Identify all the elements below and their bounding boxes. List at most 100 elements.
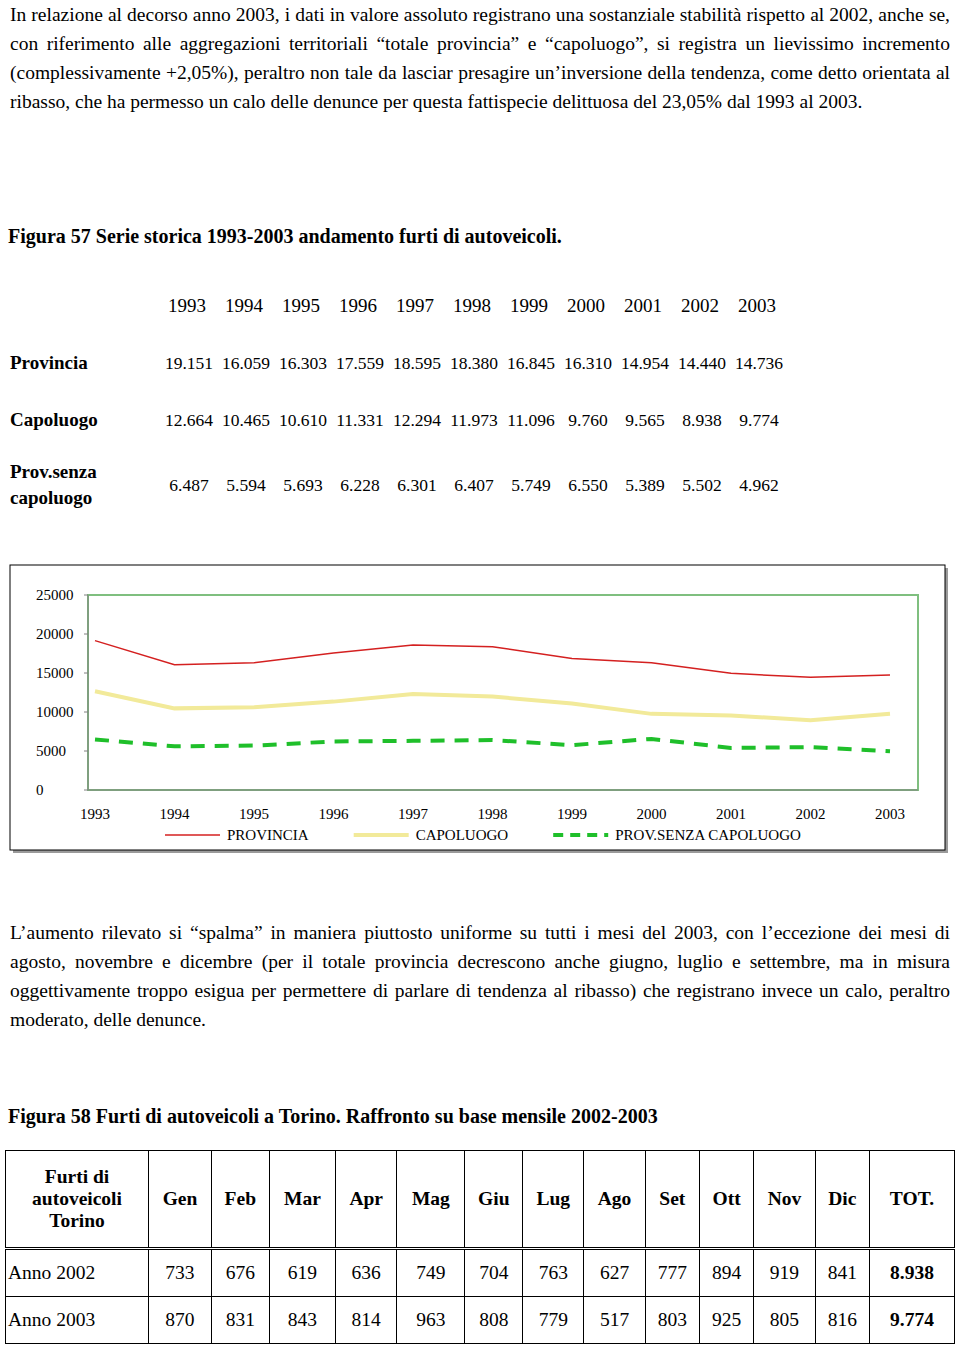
table-cell: 17.559 <box>336 353 384 374</box>
table-cell: 808 <box>465 1297 523 1344</box>
table-cell: 816 <box>815 1297 869 1344</box>
column-header: 1994 <box>225 295 263 317</box>
table-cell: 8.938 <box>682 410 721 431</box>
table-cell: 843 <box>269 1297 335 1344</box>
table-cell: 9.774 <box>739 410 778 431</box>
table-cell: 749 <box>397 1249 465 1297</box>
x-tick-label: 1999 <box>557 806 587 822</box>
table-cell: 9.565 <box>625 410 664 431</box>
x-tick-label: 2000 <box>637 806 667 822</box>
table-cell: 9.760 <box>568 410 607 431</box>
y-tick <box>84 673 88 674</box>
column-header: 2002 <box>681 295 719 317</box>
table-cell: 5.749 <box>511 475 550 496</box>
table-cell: 517 <box>584 1297 645 1344</box>
y-tick-label: 0 <box>36 782 44 798</box>
row-label: Prov.senza capoluogo <box>10 459 130 511</box>
table-cell: 14.954 <box>621 353 669 374</box>
header-cell: TOT. <box>870 1151 955 1249</box>
legend-swatch <box>354 833 409 837</box>
table-cell: 10.465 <box>222 410 270 431</box>
header-cell: Ott <box>700 1151 754 1249</box>
table-cell: 16.310 <box>564 353 612 374</box>
table-cell: 619 <box>269 1249 335 1297</box>
legend-swatch <box>553 833 608 837</box>
x-axis <box>88 790 918 791</box>
chart: 0500010000150002000025000199319941995199… <box>0 560 960 860</box>
row-label: Provincia <box>10 350 130 376</box>
table-cell: 12.294 <box>393 410 441 431</box>
legend-label: PROVINCIA <box>227 827 309 843</box>
column-header: 1995 <box>282 295 320 317</box>
y-tick-label: 10000 <box>36 704 74 720</box>
header-cell: Giu <box>465 1151 523 1249</box>
table-cell: 16.303 <box>279 353 327 374</box>
y-tick-label: 20000 <box>36 626 74 642</box>
table-cell: 11.973 <box>450 410 497 431</box>
table-cell: 16.059 <box>222 353 270 374</box>
table-cell: 925 <box>700 1297 754 1344</box>
column-header: 2001 <box>624 295 662 317</box>
y-tick <box>84 790 88 791</box>
table-cell: 870 <box>149 1297 212 1344</box>
header-cell: Mag <box>397 1151 465 1249</box>
table-cell: 814 <box>336 1297 397 1344</box>
column-header: 1996 <box>339 295 377 317</box>
header-cell: Lug <box>523 1151 584 1249</box>
series-line <box>95 691 890 720</box>
x-tick-label: 1997 <box>398 806 429 822</box>
row-label: Capoluogo <box>10 407 130 433</box>
table-cell: Anno 2002 <box>6 1249 149 1297</box>
table-cell: 6.301 <box>397 475 436 496</box>
header-cell: Apr <box>336 1151 397 1249</box>
y-tick-label: 5000 <box>36 743 66 759</box>
legend-label: PROV.SENZA CAPOLUOGO <box>615 827 801 843</box>
x-tick-label: 1996 <box>319 806 350 822</box>
y-axis <box>88 595 89 790</box>
table-cell: 19.151 <box>165 353 213 374</box>
table-cell: 805 <box>754 1297 815 1344</box>
x-tick-label: 2003 <box>875 806 905 822</box>
table-cell: 4.962 <box>739 475 778 496</box>
table-cell: 803 <box>645 1297 699 1344</box>
table-cell: 627 <box>584 1249 645 1297</box>
table-cell: Anno 2003 <box>6 1297 149 1344</box>
table-cell: 779 <box>523 1297 584 1344</box>
header-cell: Nov <box>754 1151 815 1249</box>
table-body: Furti di autoveicoli TorinoGenFebMarAprM… <box>6 1151 955 1344</box>
table-cell: 5.594 <box>226 475 265 496</box>
table-cell: 18.380 <box>450 353 498 374</box>
table-cell: 5.389 <box>625 475 664 496</box>
table-cell: 11.096 <box>507 410 554 431</box>
table-cell: 6.550 <box>568 475 607 496</box>
table-cell: 6.228 <box>340 475 379 496</box>
table-cell: 9.774 <box>870 1297 955 1344</box>
plot-frame <box>88 595 918 790</box>
column-header: 1993 <box>168 295 206 317</box>
y-tick-label: 25000 <box>36 587 74 603</box>
header-cell: Dic <box>815 1151 869 1249</box>
header-cell: Furti di autoveicoli Torino <box>6 1151 149 1249</box>
y-tick <box>84 751 88 752</box>
table-cell: 894 <box>700 1249 754 1297</box>
table-cell: 5.693 <box>283 475 322 496</box>
header-cell: Feb <box>211 1151 269 1249</box>
paragraph: In relazione al decorso anno 2003, i dat… <box>10 0 950 116</box>
table-cell: 676 <box>211 1249 269 1297</box>
lines <box>95 641 890 752</box>
table-cell: 10.610 <box>279 410 327 431</box>
x-tick-label: 2002 <box>796 806 826 822</box>
table-cell: 704 <box>465 1249 523 1297</box>
table: Furti di autoveicoli TorinoGenFebMarAprM… <box>5 1150 955 1344</box>
y-tick-label: 15000 <box>36 665 74 681</box>
table-cell: 733 <box>149 1249 212 1297</box>
table-cell: 6.487 <box>169 475 208 496</box>
table-cell: 14.440 <box>678 353 726 374</box>
table-cell: 777 <box>645 1249 699 1297</box>
x-tick-label: 1998 <box>478 806 508 822</box>
table-cell: 919 <box>754 1249 815 1297</box>
caption: Figura 58 Furti di autoveicoli a Torino.… <box>8 1105 658 1128</box>
column-header: 1998 <box>453 295 491 317</box>
x-tick-label: 1993 <box>80 806 110 822</box>
table-cell: 8.938 <box>870 1249 955 1297</box>
